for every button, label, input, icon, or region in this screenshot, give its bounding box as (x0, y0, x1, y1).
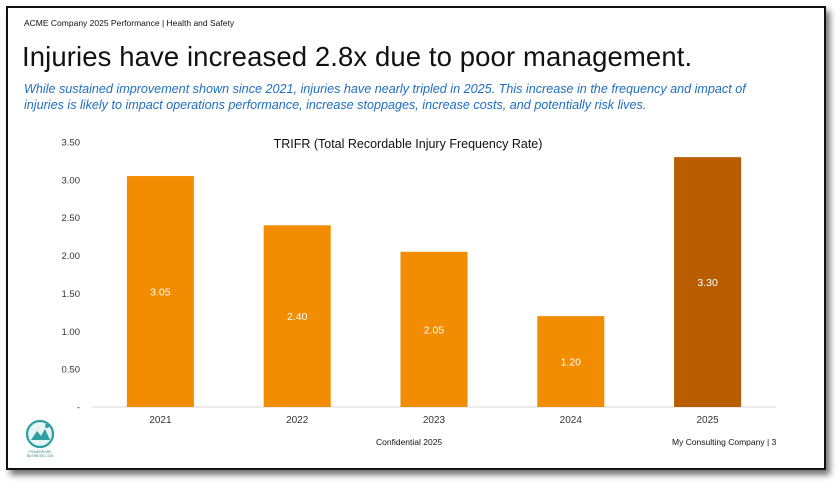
x-tick-label: 2021 (149, 415, 172, 426)
y-axis: - 0.50 1.00 1.50 2.00 2.50 3.00 3.50 (62, 138, 81, 414)
bar-2021 (126, 176, 194, 407)
y-tick-label: 0.50 (62, 365, 81, 376)
y-tick-label: - (77, 403, 80, 414)
page-subtitle: While sustained improvement shown since … (24, 82, 746, 112)
y-tick-label: 1.50 (62, 289, 81, 300)
bar-2025 (674, 157, 742, 407)
bar-value-label: 1.20 (561, 357, 582, 369)
y-tick-label: 1.00 (62, 327, 81, 338)
bar-2023 (400, 251, 468, 407)
bars: 3.05 2.40 2.05 1.20 3.30 (126, 157, 742, 407)
x-axis: 2021 2022 2023 2024 2025 (149, 415, 719, 426)
bar-2024 (537, 316, 605, 407)
y-tick-label: 2.50 (62, 213, 81, 224)
bar-value-label: 3.30 (697, 277, 718, 289)
bar-value-label: 3.05 (150, 287, 171, 299)
page-title: Injuries have increased 2.8x due to poor… (22, 41, 693, 72)
y-tick-label: 3.00 (62, 175, 81, 186)
y-tick-label: 3.50 (62, 138, 81, 149)
chart-title: TRIFR (Total Recordable Injury Frequency… (274, 137, 543, 151)
breadcrumb: ACME Company 2025 Performance | Health a… (24, 18, 235, 28)
footer-confidential: Confidential 2025 (376, 437, 443, 447)
bar-2022 (263, 225, 331, 407)
footer-company-page: My Consulting Company | 3 (672, 437, 777, 447)
x-tick-label: 2025 (696, 415, 719, 426)
x-tick-label: 2022 (286, 415, 309, 426)
bar-value-label: 2.40 (287, 311, 308, 323)
y-tick-label: 2.00 (62, 251, 81, 262)
logo-text: FRAMEWORK BUSINESS.COM (26, 450, 54, 458)
x-tick-label: 2024 (560, 415, 583, 426)
bar-value-label: 2.05 (424, 324, 445, 336)
logo-icon (25, 419, 55, 449)
x-tick-label: 2023 (423, 415, 446, 426)
